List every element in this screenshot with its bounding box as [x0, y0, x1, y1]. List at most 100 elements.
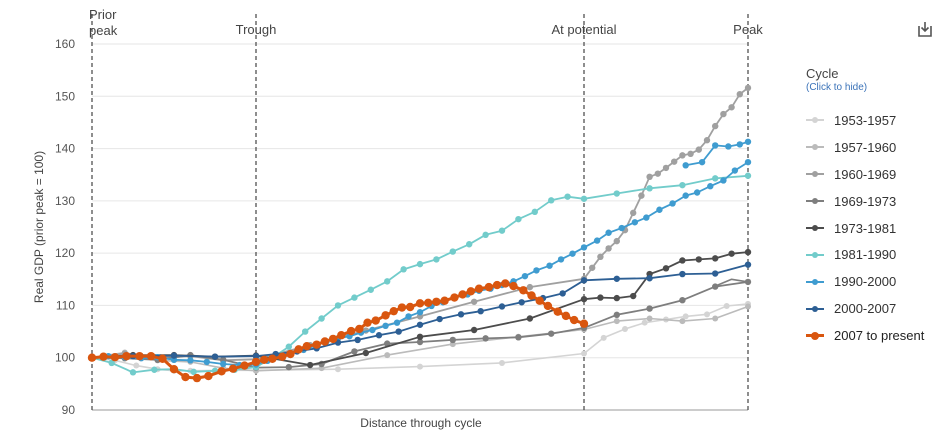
- legend-hint[interactable]: (Click to hide): [806, 82, 868, 93]
- legend-item[interactable]: 1969-1973: [806, 188, 942, 215]
- data-point: [679, 270, 686, 278]
- data-point: [375, 332, 383, 339]
- data-point: [669, 200, 676, 207]
- y-tick-label: 160: [55, 37, 75, 51]
- data-point: [371, 316, 380, 325]
- legend-item[interactable]: 1990-2000: [806, 268, 942, 295]
- data-point: [187, 357, 194, 364]
- data-point: [346, 326, 356, 336]
- legend-item[interactable]: 2000-2007: [806, 295, 942, 322]
- data-point: [367, 286, 374, 293]
- legend-item[interactable]: 1957-1960: [806, 134, 942, 161]
- data-point: [687, 150, 694, 157]
- data-point: [569, 250, 576, 257]
- legend-title: Cycle: [806, 66, 839, 81]
- data-point: [382, 322, 389, 330]
- data-point: [638, 192, 645, 199]
- data-point: [728, 250, 735, 257]
- data-point: [449, 336, 456, 344]
- data-point: [712, 270, 719, 277]
- data-point: [318, 315, 325, 322]
- data-point: [613, 190, 620, 197]
- data-point: [662, 265, 670, 272]
- data-point: [631, 219, 639, 226]
- data-point: [260, 355, 269, 365]
- data-point: [458, 290, 467, 299]
- data-point: [707, 183, 714, 190]
- legend-item[interactable]: 1981-1990: [806, 241, 942, 268]
- legend-swatch: [806, 115, 824, 125]
- data-point: [618, 224, 625, 232]
- legend-item[interactable]: 1953-1957: [806, 107, 942, 134]
- data-point: [302, 328, 309, 335]
- data-point: [682, 192, 689, 199]
- legend-items: 1953-1957 1957-1960 1960-1969 1969-1973 1973…: [806, 107, 942, 349]
- data-point: [589, 264, 596, 271]
- data-point: [492, 280, 502, 290]
- data-point: [405, 302, 415, 312]
- data-point: [543, 301, 553, 311]
- data-point: [695, 146, 702, 153]
- data-point: [204, 371, 213, 381]
- data-point: [679, 318, 686, 325]
- data-point: [499, 359, 505, 366]
- data-point: [548, 197, 555, 204]
- data-point: [682, 313, 689, 320]
- data-point: [416, 338, 424, 346]
- data-point: [546, 262, 553, 269]
- data-point: [122, 351, 131, 361]
- data-point: [720, 110, 727, 118]
- data-point: [192, 373, 202, 383]
- data-point: [170, 352, 178, 359]
- data-point: [211, 353, 219, 360]
- data-point: [252, 352, 260, 360]
- data-point: [527, 291, 536, 300]
- data-point: [600, 334, 607, 341]
- data-point: [251, 357, 261, 367]
- data-point: [355, 324, 364, 334]
- data-point: [466, 287, 476, 296]
- y-tick-label: 150: [55, 89, 75, 103]
- legend-swatch: [806, 169, 824, 179]
- phase-label: Peak: [733, 22, 763, 37]
- data-point: [580, 244, 588, 251]
- data-point: [593, 237, 601, 244]
- data-point: [384, 352, 391, 359]
- data-point: [581, 350, 587, 357]
- data-point: [744, 172, 752, 179]
- data-point: [294, 345, 303, 354]
- data-point: [613, 311, 620, 319]
- data-point: [351, 294, 358, 301]
- data-point: [509, 281, 518, 291]
- legend-item[interactable]: 2007 to present: [806, 322, 942, 349]
- data-point: [654, 170, 661, 177]
- data-point: [712, 315, 719, 322]
- legend-label: 2000-2007: [834, 301, 897, 317]
- data-point: [561, 311, 571, 321]
- data-point: [158, 354, 167, 363]
- data-point: [559, 290, 566, 297]
- data-point: [725, 143, 732, 150]
- series-line-1981-1990: [91, 174, 749, 374]
- data-point: [285, 343, 292, 350]
- data-point: [535, 296, 544, 305]
- data-point: [682, 162, 689, 169]
- data-point: [553, 307, 562, 316]
- data-point: [695, 256, 702, 263]
- data-point: [384, 340, 391, 347]
- data-point: [646, 173, 653, 181]
- data-point: [597, 294, 604, 301]
- data-point: [580, 295, 588, 303]
- data-point: [449, 248, 456, 255]
- data-point: [268, 354, 277, 363]
- data-point: [320, 337, 330, 346]
- legend-item[interactable]: 1960-1969: [806, 161, 942, 188]
- data-point: [417, 363, 423, 370]
- data-point: [531, 208, 538, 216]
- download-icon[interactable]: [916, 20, 934, 38]
- data-point: [129, 369, 137, 376]
- data-point: [312, 340, 321, 349]
- data-point: [440, 296, 449, 305]
- legend-item[interactable]: 1973-1981: [806, 215, 942, 242]
